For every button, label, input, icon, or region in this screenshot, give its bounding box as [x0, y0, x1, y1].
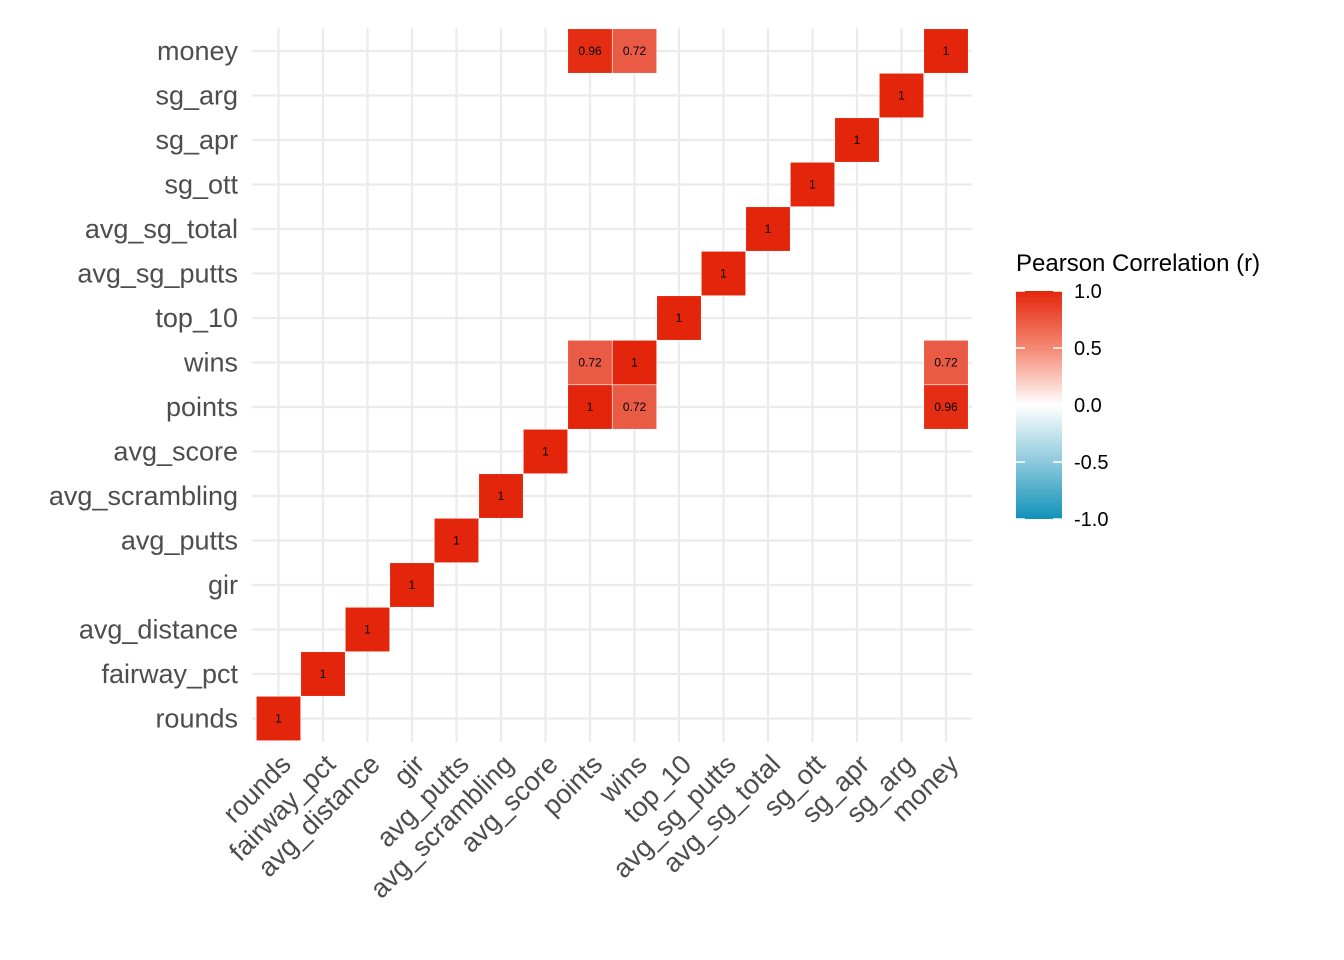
legend-ticks: 1.0 0.5 0.0 -0.5 -1.0 — [1016, 281, 1108, 531]
cell-label-avg_scrambling-avg_scrambling: 1 — [498, 489, 505, 503]
y-tick-label-sg_arg: sg_arg — [155, 81, 238, 111]
cell-money-money — [923, 28, 969, 74]
cell-wins-wins — [611, 339, 658, 386]
cell-label-points-money: 0.96 — [578, 44, 602, 58]
y-tick-label-avg_putts: avg_putts — [121, 526, 238, 556]
y-tick-label-avg_distance: avg_distance — [79, 615, 238, 645]
cell-label-avg_sg_putts-avg_sg_putts: 1 — [720, 267, 727, 281]
cell-label-wins-money: 0.72 — [623, 44, 647, 58]
cell-points-points — [567, 384, 613, 430]
y-tick-label-top_10: top_10 — [155, 303, 238, 333]
cell-label-wins-points: 0.72 — [623, 400, 647, 414]
cell-points-money — [567, 28, 613, 74]
cell-avg_sg_putts-avg_sg_putts — [700, 250, 747, 297]
cell-label-gir-gir: 1 — [409, 578, 416, 592]
cell-label-wins-wins: 1 — [631, 356, 638, 370]
cell-label-sg_ott-sg_ott: 1 — [809, 178, 816, 192]
cell-top_10-top_10 — [656, 295, 702, 341]
y-tick-label-avg_score: avg_score — [113, 437, 238, 467]
cell-avg_score-avg_score — [522, 428, 569, 475]
cell-avg_sg_total-avg_sg_total — [745, 206, 791, 252]
cell-wins-points — [611, 384, 658, 430]
cell-money-wins — [923, 339, 969, 386]
cell-label-sg_arg-sg_arg: 1 — [898, 89, 905, 103]
y-tick-label-avg_sg_total: avg_sg_total — [85, 214, 238, 244]
y-axis-tick-labels: rounds fairway_pct avg_distance gir avg_putt… — [49, 36, 239, 734]
y-tick-label-money: money — [157, 36, 239, 66]
cell-label-fairway_pct-fairway_pct: 1 — [320, 667, 327, 681]
y-tick-label-fairway_pct: fairway_pct — [101, 659, 238, 689]
cell-wins-money — [611, 28, 658, 74]
cell-gir-gir — [389, 562, 435, 608]
cell-avg_scrambling-avg_scrambling — [478, 473, 524, 519]
legend-tick-label: 0.5 — [1074, 338, 1102, 360]
cell-label-avg_score-avg_score: 1 — [542, 445, 549, 459]
cell-rounds-rounds — [255, 695, 302, 742]
y-tick-label-avg_scrambling: avg_scrambling — [49, 481, 238, 511]
cell-sg_ott-sg_ott — [789, 161, 836, 208]
legend-tick-label: -1.0 — [1074, 509, 1108, 531]
cell-fairway_pct-fairway_pct — [300, 651, 346, 697]
legend-tick-label: 0.0 — [1074, 395, 1102, 417]
y-tick-label-gir: gir — [208, 570, 238, 600]
cell-points-wins — [567, 339, 613, 386]
y-tick-label-wins: wins — [183, 348, 238, 378]
cell-label-sg_apr-sg_apr: 1 — [854, 133, 861, 147]
cell-label-points-wins: 0.72 — [578, 356, 602, 370]
y-tick-label-avg_sg_putts: avg_sg_putts — [77, 259, 238, 289]
cell-label-top_10-top_10: 1 — [676, 311, 683, 325]
cell-label-money-points: 0.96 — [934, 400, 958, 414]
cell-avg_distance-avg_distance — [344, 606, 391, 653]
cell-label-avg_sg_total-avg_sg_total: 1 — [765, 222, 772, 236]
legend-tick-label: 1.0 — [1074, 281, 1102, 303]
legend-tick-label: -0.5 — [1074, 452, 1108, 474]
y-tick-label-sg_ott: sg_ott — [164, 170, 238, 200]
cell-label-money-wins: 0.72 — [934, 356, 958, 370]
y-tick-label-points: points — [166, 392, 238, 422]
cell-avg_putts-avg_putts — [433, 517, 480, 564]
cell-money-points — [923, 384, 969, 430]
color-legend: Pearson Correlation (r) 1.0 0.5 0.0 -0.5 -1.… — [1016, 250, 1260, 531]
cell-sg_arg-sg_arg — [878, 72, 925, 119]
y-tick-label-rounds: rounds — [155, 704, 238, 734]
cell-label-avg_distance-avg_distance: 1 — [364, 623, 371, 637]
cell-label-money-money: 1 — [943, 44, 950, 58]
y-tick-label-sg_apr: sg_apr — [155, 125, 238, 155]
legend-title: Pearson Correlation (r) — [1016, 250, 1260, 277]
cell-label-points-points: 1 — [587, 400, 594, 414]
cell-sg_apr-sg_apr — [834, 117, 880, 163]
cell-label-avg_putts-avg_putts: 1 — [453, 534, 460, 548]
heatmap-cells: 1 1 1 1 1 1 1 1 0.72 0.96 0.72 1 0.72 1 1 1 1 1 1 0.96 0.72 1 — [255, 28, 969, 742]
cell-label-rounds-rounds: 1 — [275, 712, 282, 726]
